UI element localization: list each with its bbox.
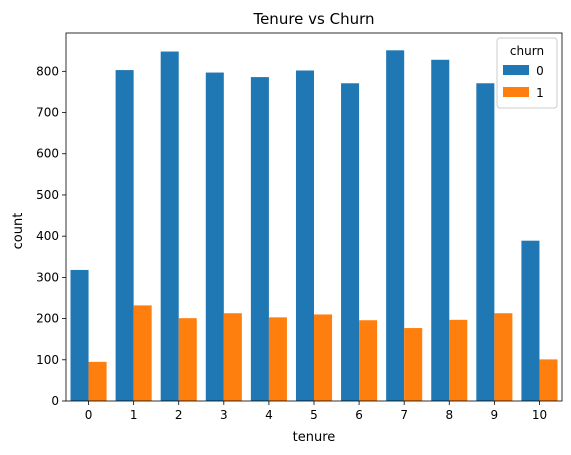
x-axis-label: tenure <box>293 430 336 445</box>
bar-tenure-2-churn-1 <box>178 318 197 401</box>
y-tick-label: 500 <box>36 188 59 202</box>
legend-label-0: 0 <box>536 64 544 78</box>
plot-frame <box>65 32 563 402</box>
legend: churn 0 1 <box>496 37 558 109</box>
x-tick-label: 4 <box>265 408 273 422</box>
y-tick-label: 800 <box>36 64 59 78</box>
bar-tenure-8-churn-1 <box>449 319 468 401</box>
bar-tenure-10-churn-1 <box>539 359 558 401</box>
y-tick-label: 700 <box>36 106 59 120</box>
x-tick-label: 0 <box>85 408 93 422</box>
bar-tenure-1-churn-0 <box>115 70 134 401</box>
x-tick-label: 8 <box>445 408 453 422</box>
y-tick-label: 0 <box>51 394 59 408</box>
y-tick-label: 400 <box>36 229 59 243</box>
bar-tenure-6-churn-1 <box>359 320 378 401</box>
bar-tenure-3-churn-0 <box>205 72 224 401</box>
x-tick-label: 9 <box>491 408 499 422</box>
y-tick-label: 600 <box>36 147 59 161</box>
legend-title: churn <box>510 44 544 58</box>
y-axis-label: count <box>11 213 26 250</box>
x-tick-label: 7 <box>400 408 408 422</box>
bar-tenure-2-churn-0 <box>160 51 179 402</box>
y-tick-label: 300 <box>36 270 59 284</box>
bar-tenure-5-churn-1 <box>314 314 333 401</box>
bar-tenure-4-churn-1 <box>268 317 287 401</box>
bar-tenure-7-churn-0 <box>386 50 405 401</box>
y-tick-label: 200 <box>36 312 59 326</box>
legend-label-1: 1 <box>536 86 544 100</box>
x-tick-label: 6 <box>355 408 363 422</box>
bar-tenure-3-churn-1 <box>223 313 242 401</box>
y-tick-label: 100 <box>36 353 59 367</box>
x-tick-label: 5 <box>310 408 318 422</box>
bar-tenure-10-churn-0 <box>521 240 540 401</box>
bar-tenure-6-churn-0 <box>341 83 360 401</box>
bars-layer <box>70 50 558 402</box>
x-axis-ticks: 0 1 2 3 4 5 6 7 8 9 10 <box>85 401 547 422</box>
legend-swatch-1 <box>503 87 529 97</box>
x-tick-label: 3 <box>220 408 228 422</box>
bar-tenure-0-churn-0 <box>70 269 89 401</box>
x-tick-label: 10 <box>532 408 547 422</box>
bar-tenure-0-churn-1 <box>88 361 107 401</box>
bar-tenure-7-churn-1 <box>404 328 423 401</box>
x-tick-label: 1 <box>130 408 138 422</box>
bar-tenure-4-churn-0 <box>250 77 269 402</box>
bar-tenure-8-churn-0 <box>431 59 450 402</box>
chart-title: Tenure vs Churn <box>252 10 374 28</box>
y-axis-ticks: 0 100 200 300 400 500 600 700 800 <box>36 64 66 408</box>
bar-tenure-9-churn-0 <box>476 83 495 401</box>
bar-tenure-5-churn-0 <box>295 70 314 402</box>
bar-tenure-1-churn-1 <box>133 305 152 401</box>
bar-tenure-9-churn-1 <box>494 313 513 401</box>
x-tick-label: 2 <box>175 408 183 422</box>
legend-swatch-0 <box>503 65 529 75</box>
